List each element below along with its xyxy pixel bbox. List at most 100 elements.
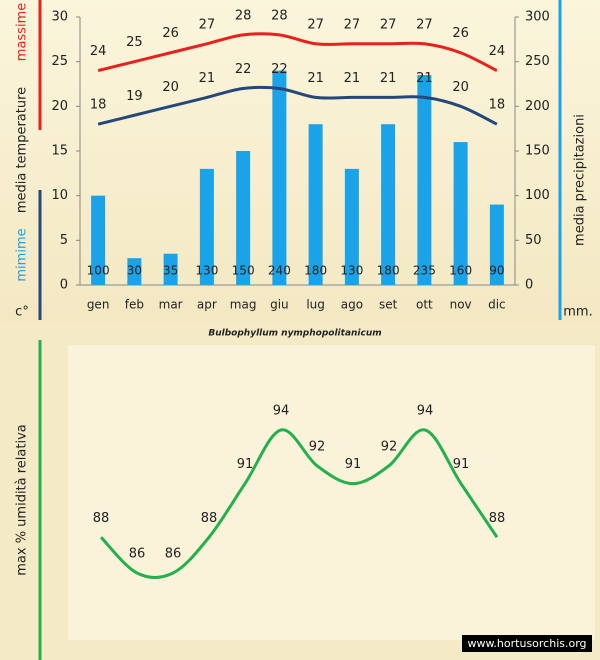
- bar-label: 180: [377, 264, 400, 278]
- data-label: 24: [90, 44, 107, 59]
- data-label: 26: [162, 26, 179, 41]
- data-label: 88: [489, 511, 506, 526]
- x-tick-label: nov: [450, 298, 472, 312]
- bar: [344, 168, 359, 285]
- y2-axis-label: media precipitazioni: [573, 114, 588, 246]
- bar: [163, 253, 178, 285]
- bar-label: 160: [449, 264, 472, 278]
- data-label: 27: [344, 17, 361, 32]
- bar: [489, 204, 504, 285]
- data-label: 21: [199, 71, 216, 86]
- y2-tick-label: 50: [525, 233, 542, 248]
- y2-tick-label: 300: [525, 10, 550, 25]
- line: [97, 32, 498, 73]
- y-tick-label: 30: [51, 10, 68, 25]
- data-label: 88: [201, 511, 218, 526]
- max-label: massime: [15, 3, 30, 61]
- y2-tick-label: 0: [525, 278, 533, 293]
- y-tick-label: 20: [51, 99, 68, 114]
- data-label: 25: [126, 35, 143, 50]
- x-tick-label: feb: [125, 298, 144, 312]
- bar: [199, 168, 214, 285]
- x-tick-label: ott: [416, 298, 433, 312]
- data-label: 21: [416, 71, 433, 86]
- data-label: 26: [452, 26, 469, 41]
- data-label: 91: [345, 457, 362, 472]
- data-label: 19: [126, 89, 143, 104]
- bar-label: 130: [340, 264, 363, 278]
- x-tick-label: lug: [306, 298, 325, 312]
- x-tick-label: mar: [159, 298, 183, 312]
- x-tick-label: mag: [230, 298, 257, 312]
- data-label: 20: [452, 80, 469, 95]
- data-label: 21: [307, 71, 324, 86]
- data-label: 24: [489, 44, 506, 59]
- data-label: 92: [309, 439, 326, 454]
- data-label: 88: [93, 511, 110, 526]
- y-tick-label: 15: [51, 144, 68, 159]
- line: [99, 428, 499, 579]
- data-label: 27: [199, 17, 216, 32]
- chart-title: Bulbophyllum nymphopolitanicum: [208, 329, 381, 339]
- bar: [272, 70, 287, 285]
- bar: [236, 151, 251, 285]
- data-label: 91: [237, 457, 254, 472]
- data-label: 91: [453, 457, 470, 472]
- y-unit: c°: [15, 305, 29, 320]
- bar-label: 180: [304, 264, 327, 278]
- data-label: 28: [271, 8, 288, 23]
- data-label: 86: [129, 547, 146, 562]
- min-label: mimime: [15, 228, 30, 281]
- data-label: 18: [90, 98, 107, 113]
- y2-tick-label: 200: [525, 99, 550, 114]
- y-tick-label: 25: [51, 54, 68, 69]
- y2-tick-label: 100: [525, 188, 550, 203]
- data-label: 92: [381, 439, 398, 454]
- bar-label: 30: [127, 264, 142, 278]
- y-axis-label-2: max % umidità relativa: [15, 424, 30, 576]
- bar-label: 90: [489, 264, 504, 278]
- bar: [91, 195, 106, 285]
- bar: [417, 75, 432, 285]
- source-box: [462, 635, 592, 652]
- y-tick-label: 10: [51, 188, 68, 203]
- data-label: 21: [380, 71, 397, 86]
- y-axis-label: media temperature: [15, 87, 30, 213]
- bar-label: 150: [232, 264, 255, 278]
- data-label: 27: [307, 17, 324, 32]
- x-tick-label: dic: [488, 298, 506, 312]
- source: www.hortusorchis.org: [467, 637, 586, 650]
- bar-label: 100: [87, 264, 110, 278]
- line: [97, 85, 498, 126]
- x-tick-label: giu: [270, 298, 289, 312]
- y2-tick-label: 150: [525, 144, 550, 159]
- bar: [381, 124, 396, 285]
- bar: [453, 142, 468, 285]
- bar-label: 240: [268, 264, 291, 278]
- data-label: 94: [273, 404, 290, 419]
- data-label: 22: [235, 62, 252, 77]
- panel-bottom: [68, 345, 595, 640]
- x-tick-label: gen: [87, 298, 110, 312]
- data-label: 18: [489, 98, 506, 113]
- y2-tick-label: 250: [525, 54, 550, 69]
- data-label: 20: [162, 80, 179, 95]
- bar-label: 130: [195, 264, 218, 278]
- y-tick-label: 5: [60, 233, 68, 248]
- data-label: 27: [380, 17, 397, 32]
- data-label: 21: [344, 71, 361, 86]
- data-label: 28: [235, 8, 252, 23]
- bar-label: 235: [413, 264, 436, 278]
- data-label: 94: [417, 404, 434, 419]
- y-tick-label: 0: [60, 278, 68, 293]
- y2-unit: mm.: [563, 305, 592, 320]
- data-label: 22: [271, 62, 288, 77]
- bar-label: 35: [163, 264, 178, 278]
- x-tick-label: apr: [197, 298, 217, 312]
- bar: [127, 258, 142, 285]
- data-label: 86: [165, 547, 182, 562]
- bar: [308, 124, 323, 285]
- x-tick-label: set: [379, 298, 398, 312]
- data-label: 27: [416, 17, 433, 32]
